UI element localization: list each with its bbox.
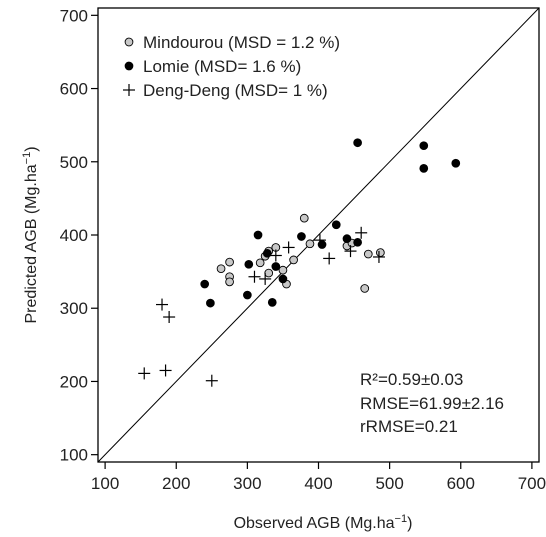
deng-deng-point	[313, 234, 326, 247]
deng-deng-point	[163, 311, 176, 324]
legend-label-deng-deng: Deng-Deng (MSD= 1 %)	[143, 81, 328, 100]
legend-marker-deng-deng	[123, 84, 135, 96]
stats-annotation: R²=0.59±0.03 RMSE=61.99±2.16 rRMSE=0.21	[360, 370, 504, 436]
y-axis-ticks: 100 200 300 400 500 600 700	[60, 6, 98, 465]
lomie-point	[342, 234, 352, 244]
x-tick-label: 400	[304, 474, 332, 493]
deng-deng-point	[344, 245, 357, 258]
lomie-point	[206, 298, 215, 308]
mindourou-point	[299, 213, 309, 223]
deng-deng-point	[323, 252, 336, 265]
lomie-point	[200, 279, 210, 289]
mindourou-point	[255, 258, 265, 268]
deng-deng-point	[248, 270, 261, 283]
lomie-point	[331, 220, 341, 230]
y-tick-label: 300	[60, 299, 88, 318]
legend-marker-lomie	[124, 61, 134, 71]
lomie-point	[278, 274, 288, 284]
deng-deng-point	[282, 241, 295, 254]
lomie-point	[451, 158, 461, 168]
lomie-point	[271, 262, 281, 271]
deng-deng-point	[355, 226, 368, 239]
legend: Mindourou (MSD = 1.2 %) Lomie (MSD= 1.6 …	[123, 33, 340, 100]
lomie-point	[353, 138, 362, 148]
x-axis-ticks: 100 200 300 400 500 600 700	[91, 462, 546, 493]
lomie-point	[353, 237, 362, 247]
deng-deng-point	[269, 249, 282, 262]
x-tick-label: 300	[233, 474, 261, 493]
mindourou-point	[264, 268, 274, 278]
x-tick-label: 200	[162, 474, 190, 493]
lomie-point	[243, 290, 252, 300]
deng-deng-point	[156, 298, 169, 311]
y-tick-label: 100	[60, 446, 88, 465]
mindourou-point	[278, 265, 288, 275]
data-points	[138, 138, 461, 387]
mindourou-point	[305, 239, 315, 249]
deng-deng-point	[205, 374, 218, 387]
lomie-point	[244, 259, 254, 269]
mindourou-point	[225, 277, 234, 287]
y-tick-label: 400	[60, 226, 88, 245]
reference-line-1-to-1	[97, 7, 540, 463]
lomie-point	[297, 232, 306, 241]
legend-label-mindourou: Mindourou (MSD = 1.2 %)	[143, 33, 340, 52]
deng-deng-point	[159, 364, 172, 377]
stats-rrmse: rRMSE=0.21	[360, 417, 458, 436]
stats-rmse: RMSE=61.99±2.16	[360, 394, 504, 413]
lomie-point	[253, 230, 263, 240]
lomie-point	[419, 141, 429, 151]
x-tick-label: 500	[375, 474, 403, 493]
deng-deng-point	[138, 367, 151, 380]
y-axis-title: Predicted AGB (Mg.ha−1)	[21, 146, 40, 323]
x-tick-label: 600	[447, 474, 475, 493]
mindourou-point	[376, 248, 385, 257]
mindourou-point	[216, 264, 226, 274]
legend-markers	[123, 37, 135, 96]
lomie-point	[262, 248, 272, 258]
lomie-point	[419, 164, 429, 173]
legend-marker-mindourou	[124, 37, 134, 47]
lomie-point	[267, 298, 277, 307]
deng-deng-point	[372, 250, 385, 263]
mindourou-point	[225, 257, 234, 267]
mindourou-point	[363, 249, 373, 259]
mindourou-point	[289, 255, 298, 265]
y-tick-label: 200	[60, 372, 88, 391]
y-tick-label: 500	[60, 153, 88, 172]
y-tick-label: 600	[60, 80, 88, 99]
stats-r2: R²=0.59±0.03	[360, 370, 463, 389]
y-tick-label: 700	[60, 6, 88, 25]
x-tick-label: 700	[518, 474, 546, 493]
deng-deng-point	[259, 272, 272, 285]
one-to-one-line	[97, 7, 540, 463]
x-axis-title: Observed AGB (Mg.ha−1)	[234, 513, 413, 532]
x-tick-label: 100	[91, 474, 119, 493]
legend-label-lomie: Lomie (MSD= 1.6 %)	[143, 57, 301, 76]
mindourou-point	[360, 284, 370, 293]
